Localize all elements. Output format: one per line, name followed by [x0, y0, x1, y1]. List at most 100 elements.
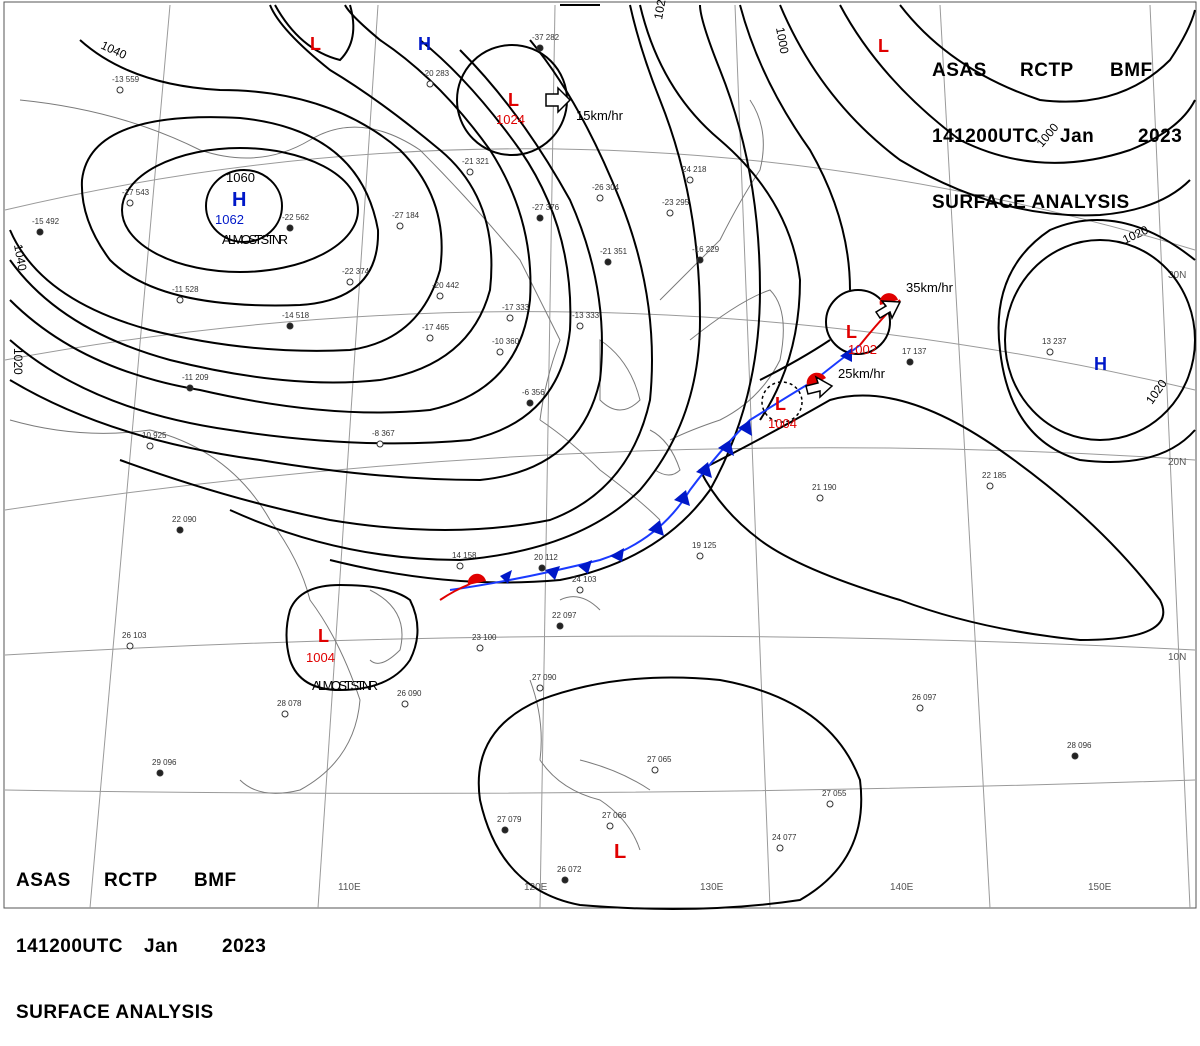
station-plot: 27 065	[647, 755, 672, 774]
cold-front-triangle	[738, 420, 752, 436]
isobar	[9, 49, 603, 482]
station-reading: 13 237	[1042, 337, 1067, 346]
station-plot: 27 079	[497, 815, 522, 834]
station-symbol	[176, 526, 184, 534]
isobars	[9, 4, 1196, 910]
motion-arrows	[545, 86, 902, 399]
station-plot: 28 078	[277, 699, 302, 718]
station-symbol	[146, 442, 154, 450]
station-plot: -13 333	[572, 311, 600, 330]
station-plot: 22 097	[552, 611, 577, 630]
isobar	[9, 39, 443, 352]
warm-front-semicircle	[467, 573, 486, 585]
cold-front-triangle	[648, 520, 664, 536]
header-year: 2023	[1138, 126, 1183, 147]
station-symbol	[906, 358, 914, 366]
station-plot: 24 103	[572, 575, 597, 594]
station-symbol	[176, 296, 184, 304]
station-reading: 22 185	[982, 471, 1007, 480]
header-title: SURFACE ANALYSIS	[16, 1002, 214, 1023]
station-reading: 24 103	[572, 575, 597, 584]
low-symbol-nw: L	[310, 34, 321, 54]
isobar	[899, 4, 1196, 103]
isobar	[779, 4, 1191, 217]
station-symbol	[186, 384, 194, 392]
station-reading: 27 055	[822, 789, 847, 798]
station-plot: 28 096	[1067, 741, 1092, 760]
station-symbol	[556, 622, 564, 630]
lat-label-10: 10N	[1168, 652, 1186, 663]
station-reading: -15 492	[32, 217, 60, 226]
isobar-label: 1000	[773, 26, 791, 55]
header-row-1: ASAS RCTP BMF	[16, 870, 266, 892]
station-reading: 23 100	[472, 633, 497, 642]
station-plot: 24 218	[682, 165, 707, 184]
station-plot: -13 559	[112, 75, 140, 94]
station-plot: -21 351	[600, 247, 628, 266]
station-reading: 17 137	[902, 347, 927, 356]
isobar-value-1060: 1060	[226, 170, 255, 185]
header-time: 141200UTC	[16, 936, 123, 957]
station-reading: -22 374	[342, 267, 370, 276]
station-symbol	[986, 482, 994, 490]
station-symbol	[126, 642, 134, 650]
high-symbol-north: H	[418, 34, 431, 54]
header-product: ASAS	[16, 870, 71, 891]
station-symbol	[538, 564, 546, 572]
station-symbol	[156, 769, 164, 777]
station-plot: 22 090	[172, 515, 197, 534]
station-symbol	[816, 494, 824, 502]
station-reading: -11 209	[182, 373, 209, 382]
low-note: ALMOST STNR	[312, 678, 378, 693]
station-plot: -22 374	[342, 267, 370, 286]
station-symbol	[526, 399, 534, 407]
station-reading: -14 518	[282, 311, 310, 320]
station-reading: -8 367	[372, 429, 395, 438]
cold-front	[439, 293, 901, 601]
high-pressure-value: 1062	[215, 212, 244, 227]
station-symbol	[826, 800, 834, 808]
station-plot: -21 321	[462, 157, 490, 176]
station-reading: -17 465	[422, 323, 450, 332]
low-pressure-value: 1002	[848, 342, 877, 357]
station-plot: -27 184	[392, 211, 420, 230]
station-reading: -22 562	[282, 213, 310, 222]
isobar	[9, 4, 532, 414]
station-symbol	[686, 176, 694, 184]
station-symbol	[466, 168, 474, 176]
station-plot: -15 492	[32, 217, 60, 236]
station-reading: 14 158	[452, 551, 477, 560]
low-1004-east: L 1004 25km/hr	[768, 366, 886, 431]
low-symbol: L	[846, 322, 857, 342]
station-plot: -20 283	[422, 69, 450, 88]
isobar	[839, 4, 1196, 164]
station-symbol	[126, 199, 134, 207]
motion-arrow-1004	[805, 375, 834, 399]
high-main: H 1062 1060 ALMOST STNR	[215, 170, 288, 247]
station-symbol	[116, 86, 124, 94]
isobar-labels: 1040 1040 1020 1020 1000 1000 1020 1020	[11, 0, 1170, 407]
station-plot: 19 125	[692, 541, 717, 560]
station-plot: -17 465	[422, 323, 450, 342]
station-reading: 22 097	[552, 611, 577, 620]
graticule	[4, 4, 1196, 909]
station-reading: -17 543	[122, 188, 150, 197]
station-plot: 26 090	[397, 689, 422, 708]
low-motion-speed: 25km/hr	[838, 366, 886, 381]
station-reading: -10 360	[492, 337, 520, 346]
station-plot: -37 282	[532, 33, 560, 52]
lat-label-20: 20N	[1168, 457, 1186, 468]
station-plot: -17 333	[502, 303, 530, 322]
cold-front-triangle	[610, 548, 624, 562]
station-reading: 28 096	[1067, 741, 1092, 750]
isobar-low-1002	[825, 289, 891, 355]
station-plot: 17 137	[902, 347, 927, 366]
station-symbol	[396, 222, 404, 230]
station-symbol	[456, 562, 464, 570]
station-symbol	[286, 224, 294, 232]
isobar-label: 1020	[1143, 377, 1170, 407]
lon-label-110: 110E	[338, 882, 361, 893]
low-1002: L 1002 35km/hr	[846, 280, 954, 357]
station-symbol	[606, 822, 614, 830]
warm-front-line	[439, 583, 471, 601]
